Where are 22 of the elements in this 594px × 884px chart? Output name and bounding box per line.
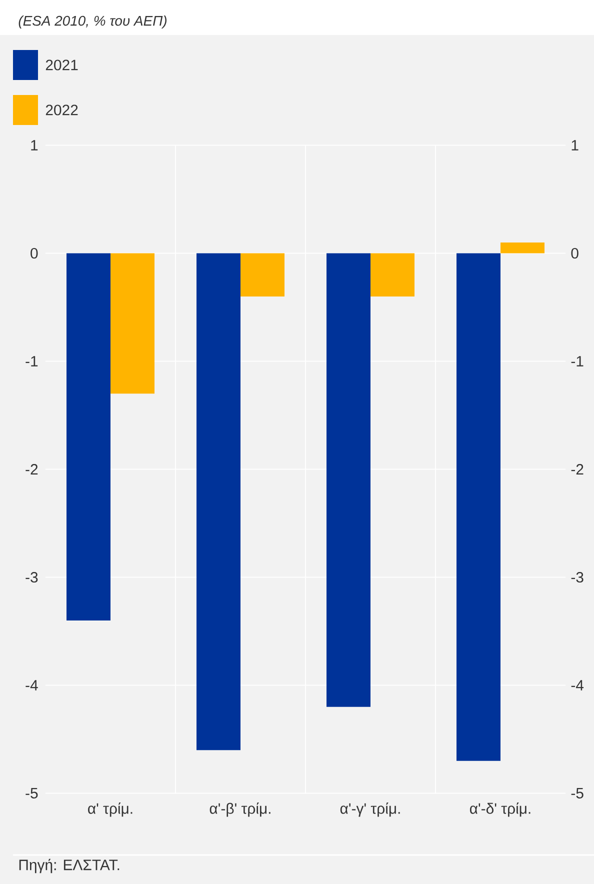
y-tick-label: 0: [30, 248, 38, 259]
chart-title: (ESA 2010, % του ΑΕΠ): [18, 16, 167, 28]
y2-tick-label: -5: [571, 788, 584, 798]
x-tick-label: α'-γ' τρίμ.: [340, 802, 400, 817]
y-tick-label: -4: [26, 680, 38, 690]
x-tick-label: α'-β' τρίμ.: [210, 802, 270, 817]
x-tick-label: α' τρίμ.: [88, 802, 132, 817]
x-tick-label: α'-δ' τρίμ.: [470, 802, 530, 817]
y2-tick-label: 0: [571, 248, 578, 259]
legend-label: 2022: [46, 104, 78, 116]
y2-tick-label: -3: [571, 572, 584, 583]
y2-tick-label: -1: [571, 356, 584, 366]
y-tick-label: -5: [26, 788, 38, 798]
text: Πηγή: ΕΛΣΤΑΤ.: [19, 858, 120, 874]
y-tick-label: -1: [26, 356, 38, 366]
y2-tick-label: -4: [571, 680, 584, 690]
legend-label: 2021: [46, 60, 78, 70]
y-tick-label: -2: [26, 464, 38, 474]
y2-tick-label: -2: [571, 464, 584, 474]
y2-tick-label: 1: [572, 140, 578, 150]
y-tick-label: -3: [26, 572, 38, 583]
y-tick-label: 1: [31, 140, 38, 150]
